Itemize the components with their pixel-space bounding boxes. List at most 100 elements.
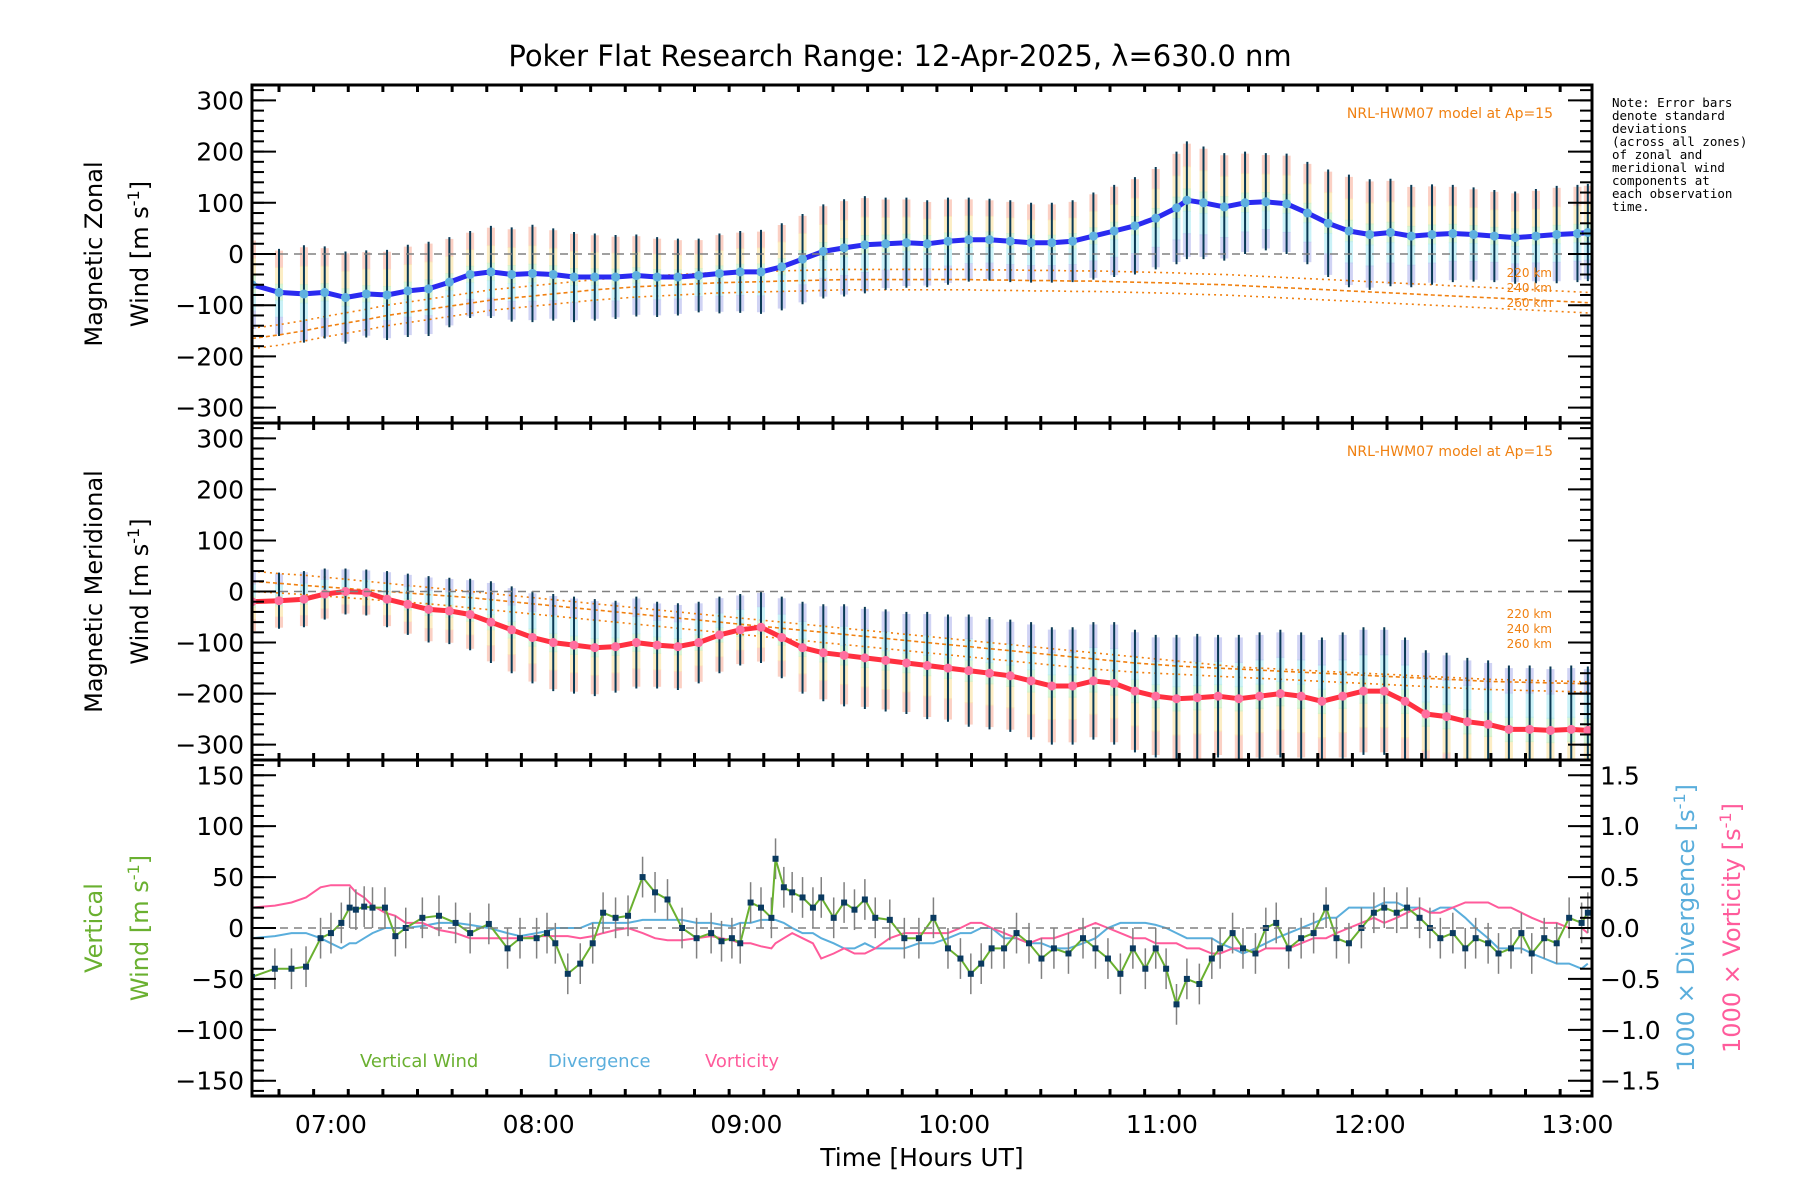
- data-point: [552, 940, 559, 947]
- zone-scatter: [252, 293, 256, 312]
- data-point: [1462, 945, 1469, 952]
- x-axis-label: Time [Hours UT]: [819, 1143, 1023, 1172]
- data-point: [861, 896, 868, 903]
- data-point: [1068, 681, 1078, 691]
- data-point: [693, 935, 700, 942]
- data-point: [652, 889, 659, 896]
- y-axis-label-line2: Wind [m s-1]: [124, 181, 154, 327]
- data-point: [1437, 935, 1444, 942]
- data-point: [403, 286, 413, 296]
- chart-title: Poker Flat Research Range: 12-Apr-2025, …: [508, 39, 1291, 73]
- data-point: [527, 632, 537, 642]
- data-point: [1541, 935, 1548, 942]
- data-point: [1013, 930, 1020, 937]
- data-point: [1572, 229, 1582, 239]
- data-point: [881, 655, 891, 665]
- data-point: [1583, 725, 1592, 735]
- zone-scatter: [252, 310, 256, 329]
- data-point: [756, 267, 766, 277]
- data-point: [382, 594, 392, 604]
- data-point: [1005, 671, 1015, 681]
- data-point: [901, 238, 911, 248]
- data-point: [361, 903, 368, 910]
- data-point: [772, 855, 779, 862]
- data-point: [988, 945, 995, 952]
- data-point: [1462, 717, 1472, 727]
- data-point: [1578, 919, 1585, 926]
- data-point: [444, 277, 454, 287]
- data-point: [1379, 686, 1389, 696]
- y-tick-label: 0: [228, 240, 244, 269]
- data-point: [274, 596, 284, 606]
- data-point: [830, 914, 837, 921]
- data-point: [1255, 691, 1265, 701]
- data-point: [1273, 919, 1280, 926]
- data-point: [612, 914, 619, 921]
- data-point: [757, 904, 764, 911]
- y-axis-label-line2: Wind [m s-1]: [124, 855, 154, 1001]
- data-point: [1566, 724, 1576, 734]
- data-point: [1333, 935, 1340, 942]
- data-point: [1338, 691, 1348, 701]
- data-point: [1026, 676, 1036, 686]
- model-line-240km: [252, 278, 1588, 340]
- data-point: [756, 622, 766, 632]
- data-point: [777, 262, 787, 272]
- legend-item-vorticity: Vorticity: [705, 1051, 779, 1072]
- model-label: NRL-HWM07 model at Ap=15: [1347, 106, 1553, 122]
- data-point: [1038, 955, 1045, 962]
- data-point: [747, 899, 754, 906]
- y-tick-label: −50: [191, 965, 244, 994]
- y-tick-label: −300: [175, 731, 244, 760]
- data-point: [1427, 230, 1437, 240]
- data-point: [1472, 935, 1479, 942]
- data-point: [978, 960, 985, 967]
- x-tick-label: 10:00: [918, 1110, 990, 1139]
- data-point: [517, 935, 523, 942]
- data-point: [985, 235, 995, 245]
- data-point: [694, 638, 704, 648]
- data-point: [1050, 945, 1057, 952]
- data-point: [839, 650, 849, 660]
- data-point: [1302, 208, 1312, 218]
- data-point: [1151, 691, 1161, 701]
- data-point: [338, 919, 345, 926]
- data-point: [901, 935, 908, 942]
- data-point: [957, 955, 964, 962]
- data-point: [631, 638, 641, 648]
- data-point: [1001, 945, 1008, 952]
- data-point: [789, 889, 796, 896]
- data-point: [881, 239, 891, 249]
- data-point: [728, 935, 735, 942]
- y-axis-label-line2: Wind [m s-1]: [124, 518, 154, 664]
- data-point: [1142, 965, 1149, 972]
- data-point: [465, 609, 475, 619]
- data-point: [799, 894, 806, 901]
- y2-tick-label: 1.5: [1600, 761, 1640, 790]
- data-point: [967, 970, 974, 977]
- data-point: [352, 906, 359, 913]
- data-point: [735, 625, 745, 635]
- data-point: [1385, 227, 1395, 237]
- model-altitude-label: 260 km: [1507, 296, 1552, 310]
- data-point: [317, 935, 324, 942]
- data-point: [1240, 198, 1250, 208]
- zone-scatter: [1526, 765, 1534, 791]
- data-point: [1065, 950, 1072, 957]
- data-point: [718, 938, 725, 945]
- data-point: [1404, 904, 1411, 911]
- data-point: [1229, 930, 1236, 937]
- zone-scatter: [1546, 766, 1554, 792]
- y2-tick-label: −0.5: [1600, 965, 1661, 994]
- y-tick-label: 0: [228, 578, 244, 607]
- data-point: [777, 632, 787, 642]
- data-point: [467, 930, 474, 937]
- y-tick-label: −100: [175, 291, 244, 320]
- data-point: [1130, 221, 1140, 231]
- data-point: [809, 904, 816, 911]
- data-point: [798, 643, 808, 653]
- y-tick-label: −200: [175, 680, 244, 709]
- zone-scatter: [252, 257, 256, 277]
- data-point: [1026, 238, 1036, 248]
